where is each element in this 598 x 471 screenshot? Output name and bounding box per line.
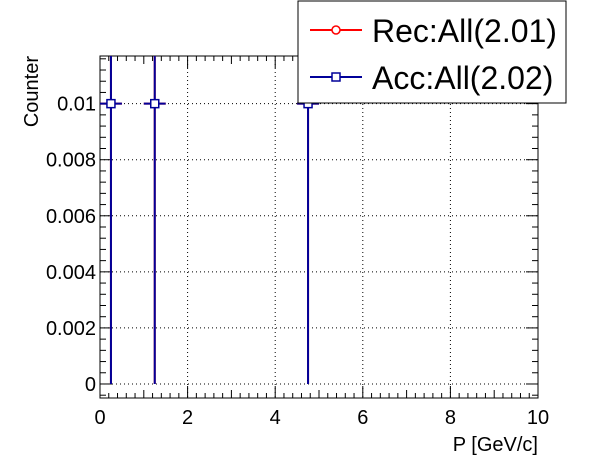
x-tick-label: 8 (445, 407, 456, 429)
data-point (150, 98, 160, 109)
legend-label-acc: Acc:All(2.02) (372, 60, 553, 96)
x-tick-label: 10 (527, 407, 549, 429)
y-tick-label: 0.008 (46, 150, 96, 172)
y-tick-label: 0.002 (46, 318, 96, 340)
legend-label-rec: Rec:All(2.01) (372, 13, 557, 49)
series-rec (100, 56, 319, 384)
data-point (106, 98, 116, 109)
y-tick-label: 0 (85, 374, 96, 396)
y-axis-title: Counter (21, 56, 43, 127)
series-acc (100, 56, 319, 384)
y-tick-label: 0.004 (46, 262, 96, 284)
plot-border (99, 55, 539, 399)
grid-lines (100, 56, 538, 398)
x-axis-title: P [GeV/c] (453, 434, 538, 456)
plot-frame (99, 55, 539, 399)
x-tick-label: 0 (94, 407, 105, 429)
x-tick-label: 2 (182, 407, 193, 429)
y-tick-label: 0.006 (46, 206, 96, 228)
data-series (100, 56, 319, 384)
tick-labels: 0 2 4 6 8 10 0 0.002 0.004 0.006 0.008 0.01 (46, 94, 549, 429)
axis-ticks (99, 56, 539, 398)
legend-box (297, 0, 567, 104)
y-tick-label: 0.01 (57, 94, 96, 116)
legend-marker-acc (331, 72, 341, 82)
legend: Rec:All(2.01) Acc:All(2.02) (297, 0, 567, 104)
x-tick-label: 6 (357, 407, 368, 429)
legend-marker-rec (331, 25, 341, 35)
x-tick-label: 4 (270, 407, 281, 429)
